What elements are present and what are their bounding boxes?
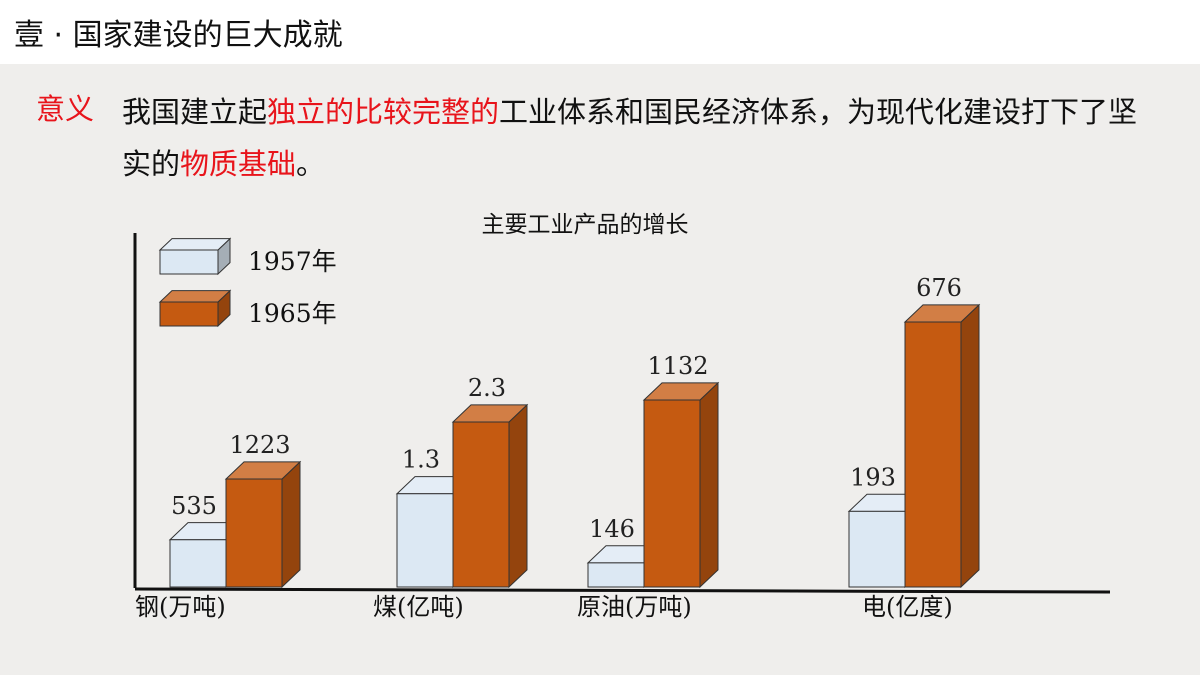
meaning-label: 意义	[36, 92, 95, 126]
data-label: 676	[916, 274, 962, 302]
bar-1965-1	[451, 403, 529, 589]
bar-1965-3	[903, 303, 981, 589]
bar-1957-2-front	[587, 562, 645, 588]
data-label: 1223	[229, 431, 290, 459]
title-bar: 壹 · 国家建设的巨大成就	[0, 0, 1200, 64]
legend-swatch-1957-top	[158, 238, 232, 251]
page-title: 壹 · 国家建设的巨大成就	[14, 18, 343, 53]
bar-1957-1-front	[396, 493, 454, 588]
bar-1957-3-front	[848, 510, 906, 588]
meaning-text: 我国建立起独立的比较完整的工业体系和国民经济体系，为现代化建设打下了坚实的物质基…	[122, 86, 1162, 190]
category-label: 煤(亿吨)	[373, 593, 464, 621]
legend-label: 1965年	[248, 299, 337, 328]
bars-group	[168, 303, 981, 589]
bar-1965-3-front	[904, 321, 962, 588]
chart-title: 主要工业产品的增长	[482, 212, 689, 238]
bar-1965-0-front	[225, 478, 283, 588]
meaning-text-part: 我国建立起	[122, 95, 268, 129]
legend-swatch-1957-front	[159, 249, 219, 275]
meaning-text-highlight: 独立的比较完整的	[267, 95, 500, 129]
legend-swatch-1957	[158, 237, 232, 276]
category-label: 钢(万吨)	[135, 593, 226, 621]
category-label: 电(亿度)	[862, 593, 953, 621]
data-label: 1132	[647, 352, 708, 380]
bar-1965-3-side	[960, 303, 980, 589]
legend-swatch-1965-front	[159, 301, 219, 327]
bar-1965-0	[224, 460, 302, 589]
bar-1965-1-front	[452, 421, 510, 588]
category-label: 原油(万吨)	[577, 593, 692, 621]
meaning-text-part: 工业体系和国民经济体系，为现代化建设打下了坚实的	[122, 95, 1138, 181]
bar-1965-1-side	[508, 403, 528, 589]
meaning-text-part: 。	[296, 147, 326, 181]
bar-1965-2	[642, 381, 720, 589]
data-label: 193	[850, 463, 896, 491]
meaning-text-highlight: 物质基础	[180, 147, 297, 181]
legend-swatch-1965	[158, 289, 232, 328]
legend-label: 1957年	[248, 247, 337, 276]
data-label: 146	[589, 515, 635, 543]
legend-swatch-1965-top	[158, 290, 232, 303]
labels-group: 535 1223 钢(万吨) 1.3 2.3 煤(亿吨) 146 1132 原油(万吨) 193 6…	[135, 274, 962, 621]
x-axis	[134, 587, 1111, 594]
bar-1965-0-side	[281, 460, 301, 589]
data-label: 2.3	[468, 374, 506, 402]
data-label: 1.3	[402, 446, 440, 474]
bar-1965-2-front	[643, 399, 701, 588]
bar-1965-2-side	[699, 381, 719, 589]
data-label: 535	[171, 492, 217, 520]
bar-1957-0-front	[169, 539, 227, 588]
legend: 1957年 1965年	[158, 237, 337, 328]
